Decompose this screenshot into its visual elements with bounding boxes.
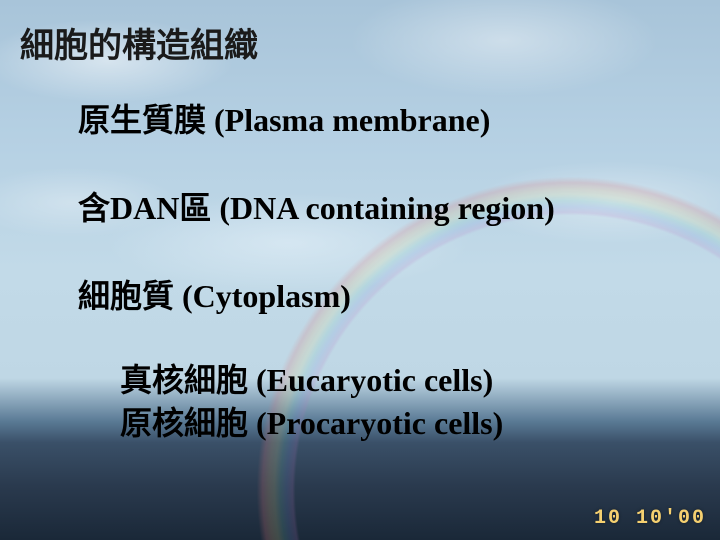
slide-content: 細胞的構造組織 原生質膜 (Plasma membrane) 含DAN區 (DN…	[0, 0, 720, 540]
slide-title: 細胞的構造組織	[20, 18, 700, 67]
photo-timestamp: 10 10'00	[594, 507, 706, 530]
bullet-cytoplasm: 細胞質 (Cytoplasm)	[78, 271, 700, 317]
slide-background: 細胞的構造組織 原生質膜 (Plasma membrane) 含DAN區 (DN…	[0, 0, 720, 540]
bullet-dna-region: 含DAN區 (DNA containing region)	[78, 183, 700, 229]
sub-bullet-eucaryotic: 真核細胞 (Eucaryotic cells)	[120, 359, 700, 402]
bullet-plasma-membrane: 原生質膜 (Plasma membrane)	[78, 95, 700, 141]
sub-bullet-procaryotic: 原核細胞 (Procaryotic cells)	[120, 402, 700, 445]
